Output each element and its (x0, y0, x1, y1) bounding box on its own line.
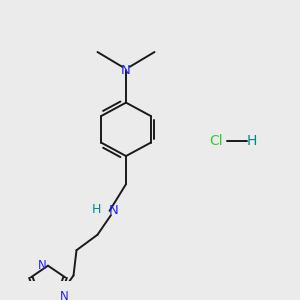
Text: Cl: Cl (209, 134, 223, 148)
Text: N: N (121, 64, 131, 77)
Text: H: H (91, 203, 101, 216)
Text: H: H (247, 134, 257, 148)
Text: N: N (60, 290, 69, 300)
Text: N: N (109, 204, 119, 217)
Text: N: N (38, 259, 46, 272)
